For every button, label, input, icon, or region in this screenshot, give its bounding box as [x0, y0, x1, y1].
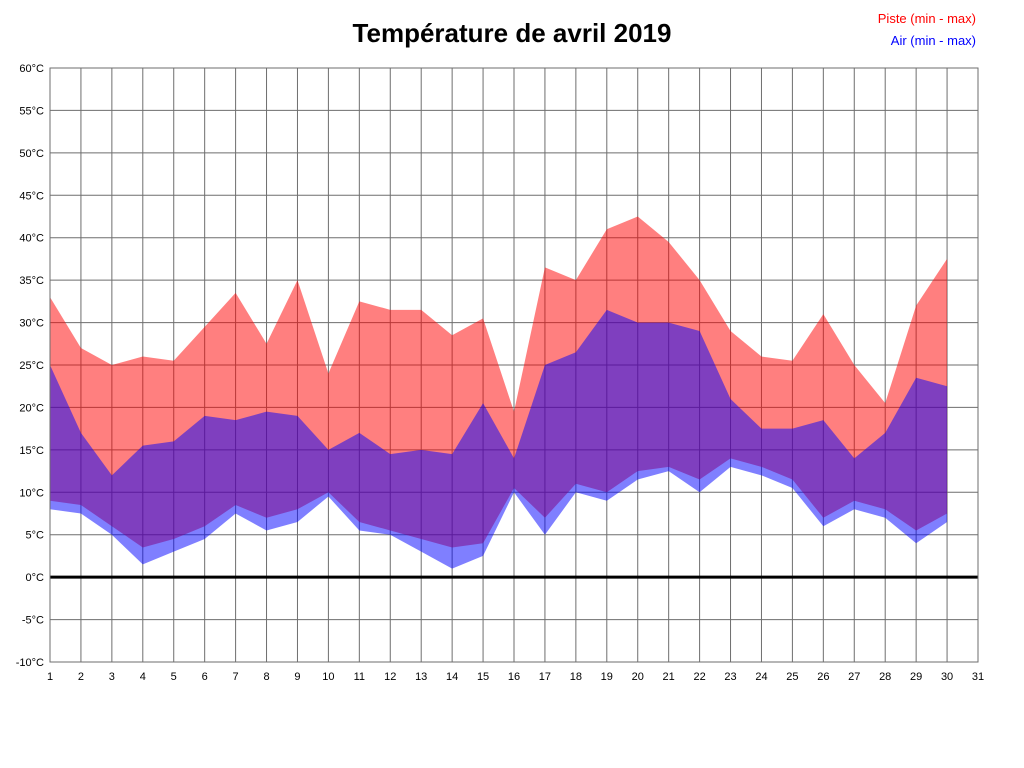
x-tick-label: 1 [47, 671, 53, 683]
y-tick-label: 5°C [26, 530, 45, 542]
x-tick-label: 19 [601, 671, 613, 683]
legend-air-label: Air (min - max) [890, 33, 976, 48]
y-tick-label: 55°C [19, 105, 44, 117]
y-tick-label: 60°C [19, 63, 44, 75]
x-tick-label: 31 [972, 671, 984, 683]
x-tick-label: 28 [879, 671, 891, 683]
x-tick-label: 11 [354, 671, 365, 683]
x-tick-label: 24 [755, 671, 767, 683]
x-tick-label: 8 [263, 671, 269, 683]
y-tick-label: 40°C [19, 233, 44, 245]
plot-frame [49, 67, 979, 663]
y-tick-label: 10°C [19, 487, 44, 499]
x-tick-label: 4 [140, 671, 146, 683]
y-tick-label: -10°C [16, 657, 44, 669]
x-tick-label: 9 [294, 671, 300, 683]
x-tick-label: 12 [384, 671, 396, 683]
x-tick-label: 29 [910, 671, 922, 683]
x-tick-label: 15 [477, 671, 489, 683]
x-tick-label: 22 [693, 671, 705, 683]
chart-title: Température de avril 2019 [352, 18, 672, 48]
y-tick-label: 35°C [19, 275, 44, 287]
y-tick-label: 50°C [19, 148, 44, 160]
x-tick-label: 2 [78, 671, 84, 683]
x-tick-label: 5 [171, 671, 177, 683]
y-tick-label: 45°C [19, 190, 44, 202]
x-tick-label: 14 [446, 671, 458, 683]
x-tick-label: 17 [539, 671, 551, 683]
x-tick-label: 13 [415, 671, 427, 683]
x-tick-label: 23 [724, 671, 736, 683]
legend-piste-label: Piste (min - max) [877, 11, 976, 26]
x-tick-label: 20 [632, 671, 644, 683]
x-tick-label: 3 [109, 671, 115, 683]
y-tick-label: -5°C [22, 615, 44, 627]
x-tick-label: 18 [570, 671, 582, 683]
x-tick-label: 6 [202, 671, 208, 683]
y-tick-label: 30°C [19, 318, 44, 330]
y-tick-label: 15°C [19, 445, 44, 457]
y-tick-label: 20°C [19, 402, 44, 414]
y-tick-label: 0°C [26, 572, 45, 584]
air-band-area [50, 309, 948, 569]
x-tick-label: 30 [941, 671, 953, 683]
x-tick-label: 21 [663, 671, 675, 683]
x-tick-label: 7 [233, 671, 239, 683]
x-tick-label: 26 [817, 671, 829, 683]
x-tick-label: 16 [508, 671, 520, 683]
legend: Piste (min - max) Air (min - max) [878, 8, 976, 52]
y-tick-label: 25°C [19, 360, 44, 372]
x-tick-label: 10 [322, 671, 334, 683]
x-tick-label: 25 [786, 671, 798, 683]
x-tick-label: 27 [848, 671, 860, 683]
